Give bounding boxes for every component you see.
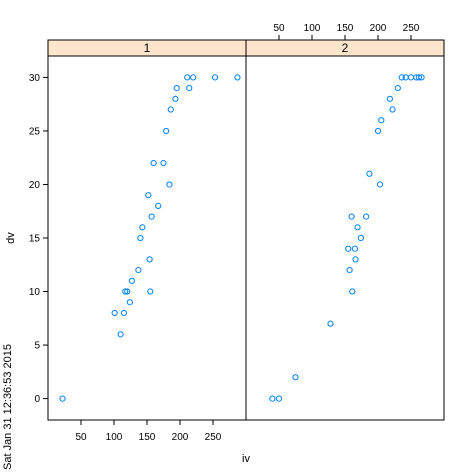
y-tick-label: 15: [29, 234, 41, 245]
data-point: [374, 127, 382, 135]
y-axis-title: dv: [5, 232, 17, 244]
data-point: [186, 85, 193, 92]
y-tick-label: 0: [34, 394, 40, 405]
data-point: [354, 224, 361, 231]
data-point: [150, 159, 157, 167]
data-point: [117, 331, 124, 338]
y-tick-label: 5: [34, 341, 40, 352]
data-point: [407, 74, 415, 81]
x-tick-label: 200: [370, 23, 387, 34]
data-point: [418, 74, 425, 81]
data-point: [137, 234, 144, 242]
x-tick-label: 50: [75, 432, 87, 443]
x-tick-label: 250: [205, 432, 222, 443]
data-point: [376, 181, 384, 188]
data-point: [386, 95, 393, 102]
data-point: [349, 288, 356, 295]
data-point: [128, 277, 135, 284]
data-point: [352, 256, 359, 263]
data-point: [111, 309, 118, 317]
data-point: [378, 117, 385, 124]
panel-1-frame: [47, 55, 247, 421]
data-point: [366, 170, 373, 177]
x-tick-label: 150: [139, 432, 156, 443]
x-tick-label: 200: [172, 432, 189, 443]
data-point: [190, 74, 197, 81]
data-point: [327, 320, 334, 327]
data-point: [160, 159, 167, 167]
data-point: [120, 309, 128, 317]
y-tick-label: 25: [29, 126, 41, 137]
panel-2-strip-label: 2: [342, 41, 349, 55]
data-point: [146, 256, 153, 263]
data-point: [275, 395, 283, 402]
data-point: [345, 245, 352, 252]
data-point: [211, 74, 219, 81]
x-tick-label: 150: [337, 23, 354, 34]
data-point: [135, 267, 142, 274]
panel-1-strip-label: 1: [144, 41, 151, 55]
y-tick-label: 20: [29, 180, 41, 191]
data-point: [147, 288, 154, 295]
data-point: [145, 192, 152, 199]
data-point: [124, 288, 131, 295]
data-point: [122, 288, 129, 295]
x-tick-label: 50: [273, 23, 285, 34]
data-point: [357, 234, 364, 242]
data-point: [415, 74, 423, 81]
data-point: [398, 74, 405, 81]
timestamp-label: Sat Jan 31 12:36:53 2015: [2, 344, 14, 470]
data-point: [148, 213, 155, 220]
data-point: [139, 224, 146, 231]
data-point: [155, 202, 162, 209]
data-point: [351, 245, 358, 252]
data-point: [167, 106, 174, 113]
x-tick-label: 250: [403, 23, 420, 34]
x-axis-bottom-panel-1: 50 100 150 200 250: [75, 420, 222, 443]
data-point: [348, 213, 355, 220]
y-tick-label: 10: [29, 287, 41, 298]
data-point: [126, 299, 133, 306]
data-point: [166, 181, 173, 188]
x-axis-top-panel-2: 50 100 150 200 250: [273, 23, 420, 40]
data-point: [163, 127, 170, 135]
data-point: [234, 74, 241, 81]
panel-1-points: [59, 74, 241, 402]
panel-2-frame: [245, 55, 445, 421]
data-point: [363, 213, 370, 220]
x-tick-label: 100: [304, 23, 321, 34]
data-point: [346, 267, 353, 274]
data-point: [389, 106, 396, 113]
data-point: [173, 85, 180, 92]
data-point: [394, 85, 401, 92]
x-axis-title: iv: [242, 453, 250, 465]
y-axis: 0 5 10 15 20 25 30: [29, 73, 48, 405]
data-point: [59, 395, 66, 402]
data-point: [172, 95, 179, 102]
panel-2-points: [269, 74, 425, 402]
data-point: [184, 74, 191, 81]
x-tick-label: 100: [106, 432, 123, 443]
data-point: [292, 374, 299, 381]
data-point: [269, 395, 276, 402]
y-tick-label: 30: [29, 73, 41, 84]
